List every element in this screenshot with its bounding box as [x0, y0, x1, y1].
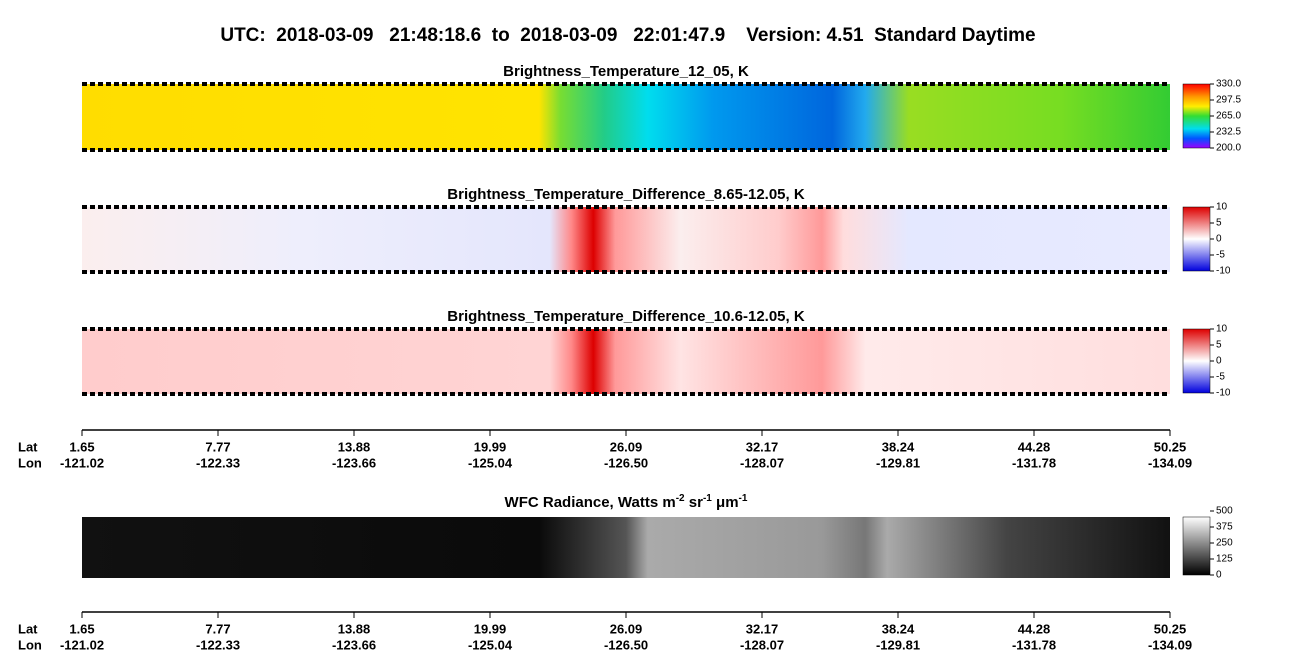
- axis-tick-label: -129.81: [876, 455, 920, 470]
- title-part: μm: [712, 494, 739, 511]
- colorbar-label: 0: [1216, 234, 1222, 245]
- colorbar-label: 0: [1216, 356, 1222, 367]
- axis-tick-label: -134.09: [1148, 455, 1192, 470]
- colorbar: [1182, 206, 1211, 272]
- axis-tick-label: -121.02: [60, 455, 104, 470]
- title-part: -2: [676, 493, 685, 504]
- axis-row-label: Lat: [18, 621, 38, 636]
- colorbar-label: 10: [1216, 202, 1228, 213]
- axis-tick-label: 26.09: [610, 439, 643, 454]
- axis-row-label: Lon: [18, 455, 42, 470]
- axis-tick-label: 19.99: [474, 439, 507, 454]
- axis-tick-label: 13.88: [338, 621, 371, 636]
- axis-tick-label: 26.09: [610, 621, 643, 636]
- axis-row-label: Lon: [18, 637, 42, 652]
- axis-tick-label: -131.78: [1012, 637, 1056, 652]
- colorbar: [1182, 83, 1211, 149]
- title-part: sr: [685, 494, 704, 511]
- scan-edges: [82, 82, 1170, 396]
- axis-tick-label: -122.33: [196, 455, 240, 470]
- image: [82, 329, 1170, 394]
- title: UTC: 2018-03-09 21:48:18.6 to 2018-03-09…: [220, 25, 1035, 46]
- colorbar-label: 250: [1216, 538, 1233, 549]
- axis-tick-label: -131.78: [1012, 455, 1056, 470]
- title-part: -1: [703, 493, 712, 504]
- colorbar-label: -10: [1216, 266, 1231, 277]
- colorbar-label: -5: [1216, 372, 1225, 383]
- image: [82, 207, 1170, 272]
- axis-tick-label: 7.77: [205, 439, 230, 454]
- title-part: -1: [739, 493, 748, 504]
- axis-tick-label: -128.07: [740, 455, 784, 470]
- axis-tick-label: -122.33: [196, 637, 240, 652]
- axis-tick-label: 32.17: [746, 439, 779, 454]
- colorbar-label: 375: [1216, 522, 1233, 533]
- colorbar-label: 0: [1216, 570, 1222, 581]
- colorbar-label: 5: [1216, 218, 1222, 229]
- axis-tick-label: 38.24: [882, 439, 915, 454]
- axis-tick-label: -129.81: [876, 637, 920, 652]
- colorbar-label: 125: [1216, 554, 1233, 565]
- axis-tick-label: 50.25: [1154, 439, 1187, 454]
- colorbar-label: -5: [1216, 250, 1225, 261]
- panel-title: Brightness_Temperature_12_05, K: [503, 63, 749, 80]
- colorbar-label: 297.5: [1216, 95, 1241, 106]
- axis-tick-label: -123.66: [332, 455, 376, 470]
- axis-tick-label: 38.24: [882, 621, 915, 636]
- axis-tick-label: 13.88: [338, 439, 371, 454]
- panel-title: WFC Radiance, Watts m-2 sr-1 μm-1: [505, 493, 748, 511]
- axis-tick-label: -126.50: [604, 637, 648, 652]
- axis-tick-label: -134.09: [1148, 637, 1192, 652]
- colorbar-label: 330.0: [1216, 79, 1241, 90]
- colorbar-label: 232.5: [1216, 127, 1241, 138]
- colorbar-label: -10: [1216, 388, 1231, 399]
- colorbar: [1182, 516, 1211, 576]
- colorbar-label: 265.0: [1216, 111, 1241, 122]
- axis-tick-label: -125.04: [468, 455, 513, 470]
- panel-title: Brightness_Temperature_Difference_8.65-1…: [447, 186, 805, 203]
- colorbar-label: 10: [1216, 324, 1228, 335]
- axis-tick-label: 44.28: [1018, 439, 1051, 454]
- axis-tick-label: -121.02: [60, 637, 104, 652]
- axis-tick-label: -126.50: [604, 455, 648, 470]
- image: [82, 517, 1170, 578]
- axis-tick-label: -128.07: [740, 637, 784, 652]
- colorbar-label: 500: [1216, 506, 1233, 517]
- axis-tick-label: 1.65: [69, 439, 94, 454]
- colorbar-label: 200.0: [1216, 143, 1241, 154]
- axis-tick-label: -125.04: [468, 637, 513, 652]
- axis-row-label: Lat: [18, 439, 38, 454]
- colorbar-label: 5: [1216, 340, 1222, 351]
- title-part: WFC Radiance, Watts m: [505, 494, 676, 511]
- axis-tick-label: 7.77: [205, 621, 230, 636]
- axis-tick-label: -123.66: [332, 637, 376, 652]
- panel-title: Brightness_Temperature_Difference_10.6-1…: [447, 308, 805, 325]
- axis-tick-label: 1.65: [69, 621, 94, 636]
- axis-tick-label: 32.17: [746, 621, 779, 636]
- colorbar: [1182, 328, 1211, 394]
- axis-tick-label: 50.25: [1154, 621, 1187, 636]
- axis-tick-label: 44.28: [1018, 621, 1051, 636]
- image: [82, 84, 1170, 150]
- axis-tick-label: 19.99: [474, 621, 507, 636]
